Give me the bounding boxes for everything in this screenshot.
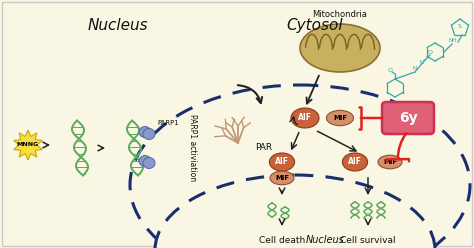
Text: MIF: MIF — [275, 175, 289, 181]
Ellipse shape — [155, 175, 435, 248]
Text: Cell death: Cell death — [259, 236, 305, 245]
Text: 6y: 6y — [399, 111, 417, 125]
Text: AIF: AIF — [298, 114, 312, 123]
Text: Cell survival: Cell survival — [340, 236, 396, 245]
Text: Mitochondria: Mitochondria — [312, 10, 367, 19]
Ellipse shape — [300, 24, 380, 72]
Text: S: S — [458, 25, 462, 30]
Text: MIF: MIF — [383, 159, 397, 165]
Polygon shape — [14, 130, 42, 160]
Text: PARP1: PARP1 — [157, 120, 179, 126]
Ellipse shape — [327, 110, 354, 126]
Ellipse shape — [269, 153, 295, 171]
Ellipse shape — [270, 171, 294, 185]
Ellipse shape — [291, 108, 319, 128]
Text: MIF: MIF — [333, 115, 347, 121]
Text: PARP1 activiation: PARP1 activiation — [189, 114, 198, 182]
Ellipse shape — [342, 153, 368, 171]
Text: AIF: AIF — [275, 157, 289, 166]
FancyBboxPatch shape — [382, 102, 434, 134]
Text: AIF: AIF — [348, 157, 362, 166]
Ellipse shape — [143, 157, 155, 168]
Text: NH: NH — [449, 38, 457, 43]
Text: PAR: PAR — [255, 144, 272, 153]
Text: N: N — [420, 61, 424, 65]
Text: MNNG: MNNG — [17, 143, 39, 148]
Text: Nucleus: Nucleus — [88, 18, 148, 33]
Ellipse shape — [143, 128, 155, 139]
Ellipse shape — [139, 126, 151, 137]
Text: O: O — [388, 68, 393, 73]
Text: Cytosol: Cytosol — [287, 18, 343, 33]
Ellipse shape — [378, 155, 402, 169]
Text: O: O — [428, 51, 433, 56]
Ellipse shape — [139, 155, 151, 166]
Text: N: N — [413, 65, 417, 70]
Text: Nucleus: Nucleus — [306, 235, 345, 245]
FancyBboxPatch shape — [2, 2, 472, 246]
